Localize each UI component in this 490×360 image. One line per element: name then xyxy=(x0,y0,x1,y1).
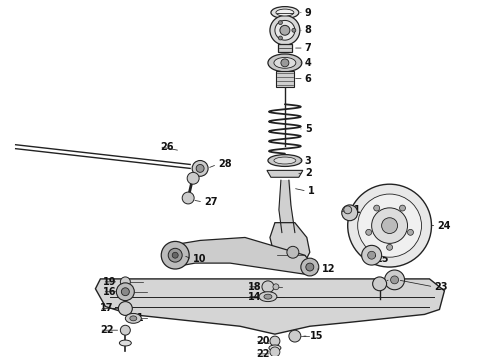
Ellipse shape xyxy=(270,15,300,45)
Text: 20: 20 xyxy=(256,336,270,346)
Text: 1: 1 xyxy=(308,186,315,196)
Circle shape xyxy=(168,248,182,262)
Circle shape xyxy=(116,283,134,301)
Circle shape xyxy=(289,330,301,342)
Ellipse shape xyxy=(269,345,281,351)
Circle shape xyxy=(119,302,132,315)
Text: 22: 22 xyxy=(100,325,114,335)
Circle shape xyxy=(262,281,274,293)
Text: 15: 15 xyxy=(310,331,323,341)
Bar xyxy=(278,44,292,53)
Circle shape xyxy=(270,336,280,346)
Text: 5: 5 xyxy=(305,124,312,134)
Circle shape xyxy=(348,184,432,267)
Circle shape xyxy=(358,194,421,257)
Ellipse shape xyxy=(130,316,137,321)
Ellipse shape xyxy=(274,57,296,68)
Polygon shape xyxy=(267,170,303,177)
Polygon shape xyxy=(170,238,315,275)
Circle shape xyxy=(368,251,376,259)
Circle shape xyxy=(122,288,129,296)
Circle shape xyxy=(281,59,289,67)
Text: 14: 14 xyxy=(248,292,262,302)
Text: 13: 13 xyxy=(392,274,405,284)
Text: 6: 6 xyxy=(305,74,312,84)
Circle shape xyxy=(301,258,319,276)
Circle shape xyxy=(196,165,204,172)
Ellipse shape xyxy=(125,314,141,323)
Circle shape xyxy=(187,172,199,184)
Circle shape xyxy=(278,36,282,40)
Text: 3: 3 xyxy=(305,156,312,166)
Circle shape xyxy=(270,347,280,357)
Polygon shape xyxy=(270,223,310,265)
Ellipse shape xyxy=(274,157,296,164)
Text: 16: 16 xyxy=(103,287,117,297)
Polygon shape xyxy=(96,279,444,334)
Text: 11: 11 xyxy=(348,205,361,215)
Circle shape xyxy=(192,161,208,176)
Bar xyxy=(276,71,294,86)
Circle shape xyxy=(280,25,290,35)
Text: 4: 4 xyxy=(305,58,312,68)
Text: 7: 7 xyxy=(305,43,312,53)
Circle shape xyxy=(374,205,380,211)
Circle shape xyxy=(172,252,178,258)
Circle shape xyxy=(121,325,130,335)
Circle shape xyxy=(278,21,282,24)
Circle shape xyxy=(391,276,398,284)
Circle shape xyxy=(342,205,358,221)
Text: 26: 26 xyxy=(160,142,174,152)
Circle shape xyxy=(385,270,405,290)
Text: 27: 27 xyxy=(204,197,218,207)
Ellipse shape xyxy=(271,6,299,18)
Circle shape xyxy=(306,263,314,271)
Circle shape xyxy=(371,208,408,243)
Circle shape xyxy=(387,244,392,250)
Text: 21: 21 xyxy=(130,313,144,323)
Circle shape xyxy=(182,192,194,204)
Text: 22: 22 xyxy=(256,349,270,359)
Circle shape xyxy=(366,229,372,235)
Ellipse shape xyxy=(268,54,302,72)
Ellipse shape xyxy=(276,9,294,16)
Text: 24: 24 xyxy=(438,221,451,231)
Text: 28: 28 xyxy=(218,159,232,170)
Text: 19: 19 xyxy=(103,277,117,287)
Ellipse shape xyxy=(275,21,295,40)
Circle shape xyxy=(287,246,299,258)
Circle shape xyxy=(273,284,279,290)
Text: 12: 12 xyxy=(322,264,335,274)
Text: 17: 17 xyxy=(100,303,114,314)
Circle shape xyxy=(382,218,397,234)
Ellipse shape xyxy=(264,294,272,299)
Circle shape xyxy=(292,28,296,32)
Circle shape xyxy=(343,206,352,214)
Text: 2: 2 xyxy=(305,168,312,178)
Ellipse shape xyxy=(120,340,131,346)
Circle shape xyxy=(362,246,382,265)
Circle shape xyxy=(372,277,387,291)
Text: 8: 8 xyxy=(305,25,312,35)
Text: 18: 18 xyxy=(248,282,262,292)
Text: 25: 25 xyxy=(376,254,389,264)
Circle shape xyxy=(399,205,406,211)
Circle shape xyxy=(121,277,130,287)
Text: 23: 23 xyxy=(435,282,448,292)
Circle shape xyxy=(408,229,414,235)
Circle shape xyxy=(161,242,189,269)
Text: 10: 10 xyxy=(193,254,207,264)
Ellipse shape xyxy=(268,154,302,166)
Ellipse shape xyxy=(259,292,277,302)
Text: 9: 9 xyxy=(305,8,312,18)
